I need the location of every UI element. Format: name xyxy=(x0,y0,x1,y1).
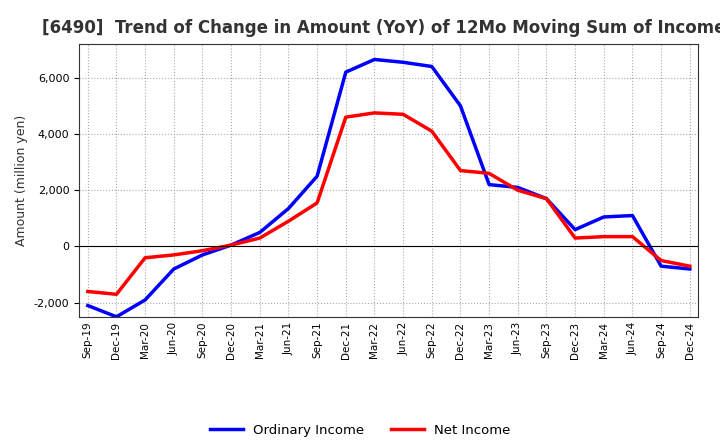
Net Income xyxy=(399,112,408,117)
Ordinary Income xyxy=(628,213,636,218)
Net Income xyxy=(600,234,608,239)
Net Income xyxy=(628,234,636,239)
Ordinary Income xyxy=(399,60,408,65)
Net Income xyxy=(657,258,665,263)
Net Income xyxy=(370,110,379,116)
Y-axis label: Amount (million yen): Amount (million yen) xyxy=(15,115,28,246)
Ordinary Income xyxy=(112,314,121,319)
Ordinary Income xyxy=(169,266,178,271)
Ordinary Income xyxy=(312,173,321,179)
Net Income xyxy=(513,187,522,193)
Ordinary Income xyxy=(141,297,150,303)
Net Income xyxy=(284,219,293,224)
Ordinary Income xyxy=(370,57,379,62)
Ordinary Income xyxy=(513,185,522,190)
Ordinary Income xyxy=(685,266,694,271)
Net Income xyxy=(485,171,493,176)
Net Income xyxy=(428,128,436,134)
Net Income xyxy=(84,289,92,294)
Net Income xyxy=(256,235,264,241)
Ordinary Income xyxy=(84,303,92,308)
Net Income xyxy=(141,255,150,260)
Ordinary Income xyxy=(485,182,493,187)
Legend: Ordinary Income, Net Income: Ordinary Income, Net Income xyxy=(204,418,516,440)
Net Income xyxy=(571,235,580,241)
Net Income xyxy=(227,242,235,248)
Ordinary Income xyxy=(571,227,580,232)
Net Income xyxy=(112,292,121,297)
Ordinary Income xyxy=(428,64,436,69)
Net Income xyxy=(341,114,350,120)
Ordinary Income xyxy=(456,103,465,109)
Net Income xyxy=(169,252,178,257)
Net Income xyxy=(456,168,465,173)
Ordinary Income xyxy=(256,230,264,235)
Title: [6490]  Trend of Change in Amount (YoY) of 12Mo Moving Sum of Incomes: [6490] Trend of Change in Amount (YoY) o… xyxy=(42,19,720,37)
Ordinary Income xyxy=(341,70,350,75)
Ordinary Income xyxy=(657,264,665,269)
Net Income xyxy=(198,248,207,253)
Net Income xyxy=(685,264,694,269)
Line: Ordinary Income: Ordinary Income xyxy=(88,59,690,317)
Line: Net Income: Net Income xyxy=(88,113,690,294)
Ordinary Income xyxy=(284,206,293,211)
Net Income xyxy=(312,200,321,205)
Ordinary Income xyxy=(600,214,608,220)
Ordinary Income xyxy=(198,252,207,257)
Ordinary Income xyxy=(227,242,235,248)
Ordinary Income xyxy=(542,196,551,202)
Net Income xyxy=(542,196,551,202)
